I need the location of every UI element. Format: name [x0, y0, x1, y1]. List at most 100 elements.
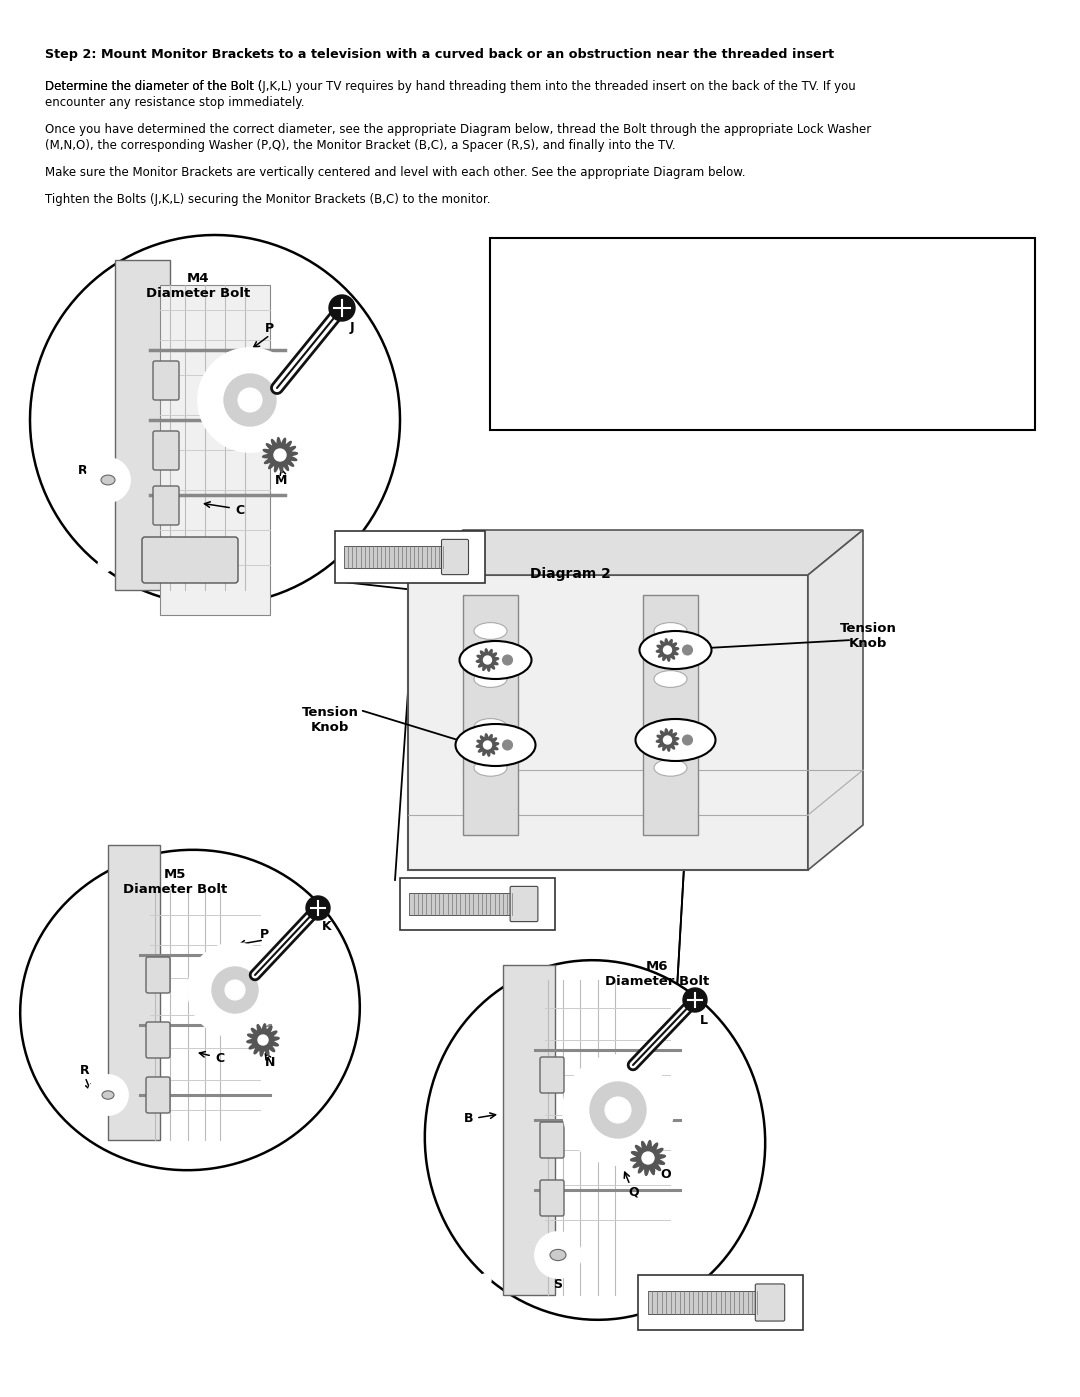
Text: P: P: [265, 321, 274, 334]
Bar: [160, 285, 270, 615]
Circle shape: [87, 1076, 129, 1115]
Text: Step 2: Mount Monitor Brackets to a television with a curved back or an obstruct: Step 2: Mount Monitor Brackets to a tele…: [45, 47, 834, 61]
Ellipse shape: [474, 623, 507, 640]
Bar: [643, 595, 698, 835]
FancyBboxPatch shape: [540, 1058, 564, 1092]
FancyBboxPatch shape: [755, 1284, 785, 1322]
Circle shape: [225, 981, 245, 1000]
Polygon shape: [408, 529, 863, 576]
Bar: [503, 965, 555, 1295]
Circle shape: [683, 735, 692, 745]
Bar: [463, 595, 518, 835]
Text: encounter any resistance stop immediately.: encounter any resistance stop immediatel…: [45, 96, 305, 109]
Text: N: N: [265, 1056, 275, 1070]
FancyBboxPatch shape: [146, 1077, 170, 1113]
FancyBboxPatch shape: [146, 1023, 170, 1058]
Text: are reversed, the Tension Knobs must be: are reversed, the Tension Knobs must be: [500, 369, 742, 381]
Polygon shape: [262, 437, 297, 472]
Circle shape: [86, 458, 130, 502]
Text: R: R: [78, 464, 87, 476]
Polygon shape: [247, 1024, 279, 1056]
Ellipse shape: [654, 671, 687, 687]
Text: P: P: [260, 929, 269, 942]
Circle shape: [683, 645, 692, 655]
Circle shape: [642, 1153, 654, 1164]
Text: the Monitor Brackets (B & C) may be reversed: the Monitor Brackets (B & C) may be reve…: [500, 330, 773, 344]
Ellipse shape: [474, 760, 507, 777]
Text: O: O: [660, 1168, 671, 1182]
Ellipse shape: [654, 718, 687, 735]
Circle shape: [198, 348, 302, 453]
Text: from right to left.  If the Monitor Brackets: from right to left. If the Monitor Brack…: [500, 349, 744, 362]
Ellipse shape: [474, 671, 507, 687]
Ellipse shape: [21, 849, 360, 1171]
Text: Tension
Knob: Tension Knob: [839, 622, 896, 650]
Text: Determine the diameter of the Bolt (: Determine the diameter of the Bolt (: [45, 80, 262, 94]
Ellipse shape: [424, 960, 766, 1320]
Circle shape: [480, 1274, 491, 1287]
Text: L: L: [700, 1013, 708, 1027]
Ellipse shape: [654, 623, 687, 640]
Text: is greater than 8-1/8 inches [206 mm] but less: is greater than 8-1/8 inches [206 mm] bu…: [500, 291, 777, 305]
Bar: [648, 1291, 757, 1315]
Circle shape: [306, 895, 330, 921]
Bar: [490, 237, 1035, 430]
Ellipse shape: [102, 475, 114, 485]
FancyBboxPatch shape: [153, 432, 179, 469]
Ellipse shape: [639, 631, 712, 669]
Ellipse shape: [102, 1091, 114, 1099]
Circle shape: [238, 388, 262, 412]
FancyBboxPatch shape: [146, 957, 170, 993]
Circle shape: [605, 1097, 631, 1123]
Text: than 11-1/8 inches [282.5 mm], the locations of: than 11-1/8 inches [282.5 mm], the locat…: [500, 310, 783, 324]
Text: Tension
Knob: Tension Knob: [301, 705, 359, 733]
Text: (M,N,O), the corresponding Washer (P,Q), the Monitor Bracket (B,C), a Spacer (R,: (M,N,O), the corresponding Washer (P,Q),…: [45, 138, 676, 152]
Ellipse shape: [474, 718, 507, 735]
Bar: [108, 845, 160, 1140]
Text: threaded inserts on the back of the television: threaded inserts on the back of the tele…: [500, 271, 770, 285]
Circle shape: [329, 295, 355, 321]
Ellipse shape: [30, 235, 400, 605]
FancyBboxPatch shape: [442, 539, 469, 574]
Ellipse shape: [459, 641, 531, 679]
Text: J: J: [350, 321, 354, 334]
Circle shape: [224, 374, 276, 426]
Ellipse shape: [550, 1249, 566, 1260]
Polygon shape: [476, 648, 499, 671]
Text: Determine the diameter of the Bolt (J,K,L) your TV requires by hand threading th: Determine the diameter of the Bolt (J,K,…: [45, 80, 855, 94]
Circle shape: [535, 1232, 581, 1278]
Text: facing out.: facing out.: [500, 408, 563, 420]
Circle shape: [484, 657, 491, 664]
Text: M5
Diameter Bolt: M5 Diameter Bolt: [123, 868, 227, 895]
FancyBboxPatch shape: [141, 536, 238, 583]
Polygon shape: [476, 733, 499, 756]
Circle shape: [212, 967, 258, 1013]
Circle shape: [663, 736, 672, 745]
Bar: [114, 260, 170, 590]
Ellipse shape: [635, 719, 715, 761]
Text: Once you have determined the correct diameter, see the appropriate Diagram below: Once you have determined the correct dia…: [45, 123, 872, 136]
Text: S: S: [554, 1278, 563, 1291]
Text: Tighten the Bolts (J,K,L) securing the Monitor Brackets (B,C) to the monitor.: Tighten the Bolts (J,K,L) securing the M…: [45, 193, 490, 205]
Circle shape: [188, 943, 282, 1037]
Text: M: M: [275, 474, 287, 486]
Bar: [408, 576, 808, 870]
Ellipse shape: [456, 724, 536, 766]
Text: Make sure the Monitor Brackets are vertically centered and level with each other: Make sure the Monitor Brackets are verti…: [45, 166, 745, 179]
Bar: [638, 1275, 804, 1330]
Text: B: B: [463, 1112, 473, 1125]
Text: Q: Q: [627, 1186, 638, 1199]
Polygon shape: [657, 638, 678, 661]
Circle shape: [563, 1055, 673, 1165]
FancyBboxPatch shape: [540, 1122, 564, 1158]
Polygon shape: [631, 1140, 665, 1175]
Bar: [335, 531, 485, 583]
Text: R: R: [80, 1063, 90, 1077]
FancyBboxPatch shape: [510, 886, 538, 922]
Text: K: K: [322, 919, 332, 933]
Polygon shape: [808, 529, 863, 870]
Circle shape: [663, 645, 672, 654]
Text: removed and reinstalled so that they are still: removed and reinstalled so that they are…: [500, 388, 768, 401]
FancyBboxPatch shape: [153, 486, 179, 525]
Bar: [409, 893, 512, 915]
